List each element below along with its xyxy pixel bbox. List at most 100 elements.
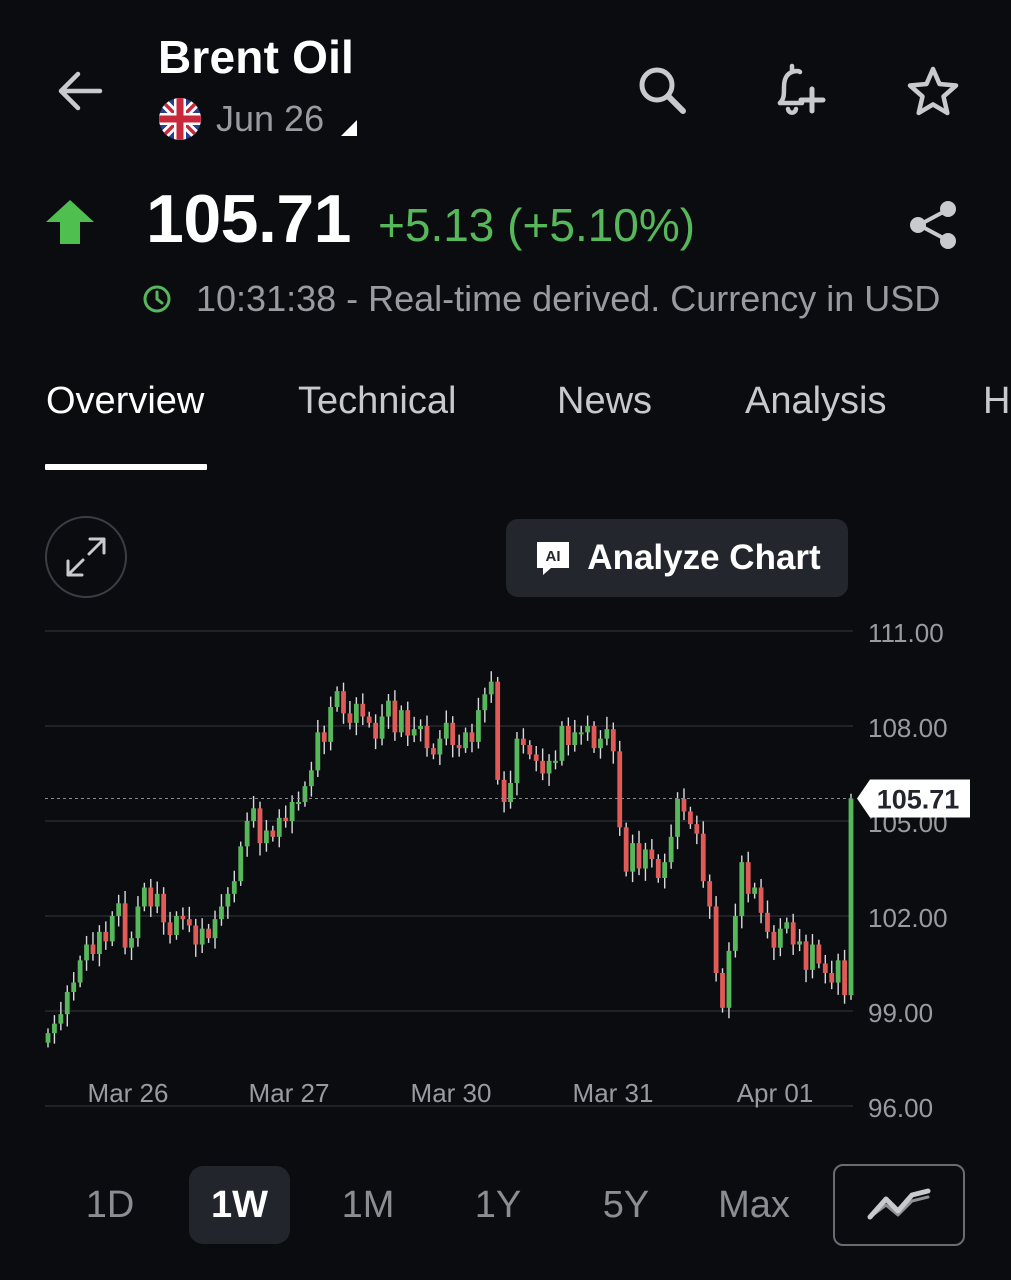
back-arrow-icon (58, 71, 103, 111)
candle-body (424, 726, 430, 749)
tab-news[interactable]: News (557, 380, 653, 422)
candle-body (797, 941, 803, 945)
candle-body (675, 798, 680, 837)
candle-body (732, 916, 738, 951)
candle-body (174, 916, 179, 935)
candle-body (257, 808, 263, 844)
y-tick-label: 96.00 (868, 1093, 933, 1123)
last-price-label: 105.71 (877, 785, 960, 815)
tab-history-partial[interactable]: H (983, 380, 1011, 422)
candle-body (186, 919, 192, 926)
candle-body (520, 738, 526, 745)
add-alert-button[interactable] (764, 58, 830, 122)
candle-body (501, 779, 507, 802)
candle-body (193, 925, 199, 945)
candle-body (835, 960, 841, 983)
candle-body (829, 973, 835, 983)
x-tick-label: Mar 31 (573, 1078, 654, 1108)
candle-body (514, 738, 520, 783)
share-button[interactable] (902, 194, 964, 256)
candle-body (623, 827, 629, 872)
watchlist-button[interactable] (902, 62, 964, 122)
candle-body (739, 862, 745, 916)
candle-body (283, 817, 289, 821)
candle-body (437, 738, 443, 755)
candle-body (726, 950, 732, 1008)
last-price-tag (857, 779, 970, 818)
candle-body (225, 893, 231, 907)
candle-body (681, 798, 687, 812)
candle-body (617, 751, 623, 828)
candle-body (488, 681, 494, 695)
candle-body (476, 710, 481, 742)
candle-body (533, 754, 539, 761)
candle-body (527, 745, 533, 755)
candle-body (71, 982, 77, 992)
candle-body (129, 938, 134, 948)
candle-body (803, 941, 809, 970)
candle-body (353, 703, 359, 723)
candle-body (373, 722, 379, 739)
candle-body (116, 903, 122, 916)
analyze-chart-button[interactable]: AI Analyze Chart (506, 519, 848, 597)
candle-body (302, 786, 308, 802)
chart-type-button[interactable] (833, 1164, 965, 1246)
candle-body (720, 973, 725, 1008)
range-max[interactable]: Max (718, 1183, 790, 1226)
candle-body (366, 716, 372, 723)
range-1d[interactable]: 1D (85, 1183, 135, 1226)
range-1m[interactable]: 1M (341, 1183, 395, 1226)
range-1w[interactable]: 1W (189, 1166, 290, 1244)
x-tick-label: Apr 01 (737, 1078, 814, 1108)
y-tick-label: 111.00 (868, 618, 944, 648)
contract-expiry: Jun 26 (216, 98, 325, 139)
candle-body (610, 729, 616, 752)
candle-body (167, 922, 173, 935)
candle-body (810, 944, 815, 970)
contract-selector[interactable]: Jun 26 (158, 94, 358, 144)
candle-body (135, 906, 141, 939)
candle-body (784, 922, 790, 929)
tab-technical[interactable]: Technical (298, 380, 457, 422)
clock-icon (143, 285, 171, 313)
last-price: 105.71 (146, 181, 351, 257)
candle-body (199, 928, 205, 945)
range-5y[interactable]: 5Y (602, 1183, 650, 1226)
candle-body (630, 843, 635, 872)
candle-body (713, 906, 719, 973)
candle-body (662, 862, 668, 878)
candle-body (379, 716, 385, 739)
candle-body (122, 903, 128, 948)
tab-analysis[interactable]: Analysis (745, 380, 887, 422)
x-tick-label: Mar 30 (411, 1078, 492, 1108)
ai-chat-icon: AI (537, 542, 570, 575)
fullscreen-button[interactable] (45, 516, 127, 598)
candle-body (591, 726, 597, 749)
candle-body (334, 691, 340, 707)
candle-body (270, 830, 276, 837)
back-button[interactable] (48, 62, 110, 120)
candle-body (745, 862, 751, 894)
share-icon (910, 201, 956, 249)
candle-body (251, 808, 256, 821)
uk-flag-icon (159, 98, 201, 140)
candle-body (585, 726, 591, 733)
search-button[interactable] (632, 60, 692, 120)
candle-body (244, 821, 250, 847)
price-up-arrow-icon (46, 200, 94, 244)
candle-body (553, 760, 558, 763)
candle-body (604, 729, 610, 739)
candle-body (572, 732, 578, 745)
tab-overview[interactable]: Overview (46, 380, 205, 422)
candle-body (148, 887, 154, 907)
candle-body (752, 887, 758, 894)
candle-body (565, 726, 571, 745)
candle-body (154, 893, 160, 907)
candle-body (816, 944, 822, 964)
range-1y[interactable]: 1Y (474, 1183, 522, 1226)
candle-body (758, 887, 764, 913)
expand-icon (66, 537, 106, 577)
analyze-chart-label: Analyze Chart (587, 538, 821, 577)
candle-body (771, 931, 777, 948)
